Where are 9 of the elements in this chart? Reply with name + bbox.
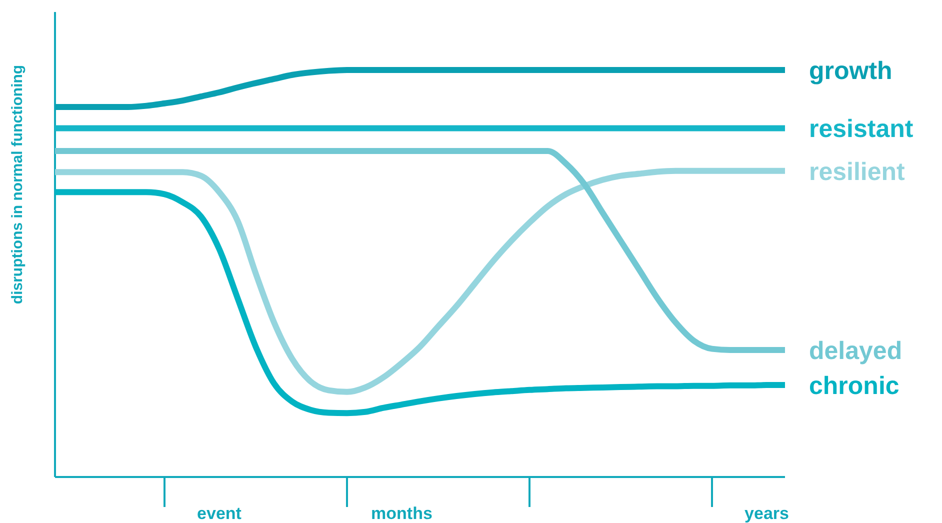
- series-label: resistant: [809, 115, 914, 144]
- series-label: chronic: [809, 372, 900, 400]
- series-label: delayed: [809, 337, 902, 366]
- x-tick-label: years: [744, 504, 789, 523]
- x-tick-label: event: [197, 504, 242, 523]
- x-tick-label: months: [371, 504, 432, 523]
- series-label: growth: [809, 57, 892, 85]
- y-axis-title: disruptions in normal functioning: [9, 64, 26, 304]
- series-label: resilient: [809, 158, 906, 186]
